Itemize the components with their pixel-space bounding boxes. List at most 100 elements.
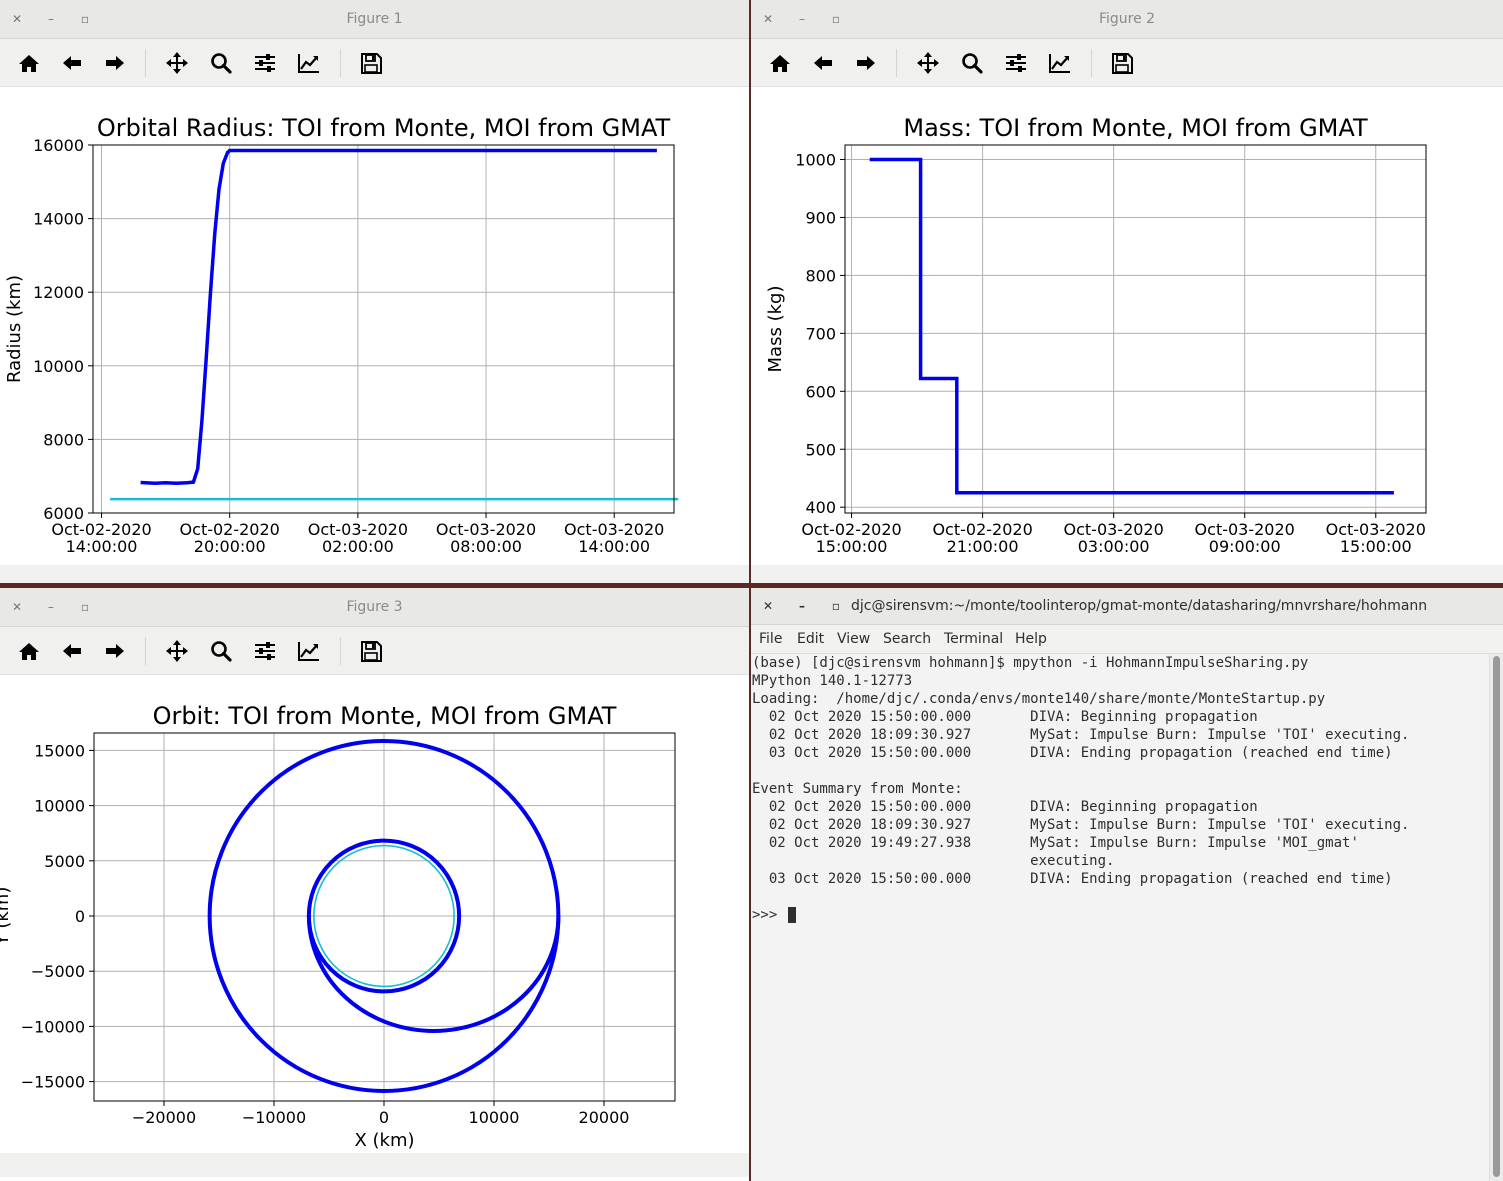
toolbar-separator	[340, 49, 341, 77]
close-icon[interactable]: ✕	[762, 599, 774, 613]
zoom-button[interactable]	[208, 639, 234, 663]
y-tick-label: 5000	[44, 852, 85, 871]
home-icon	[19, 643, 39, 660]
x-axis-label: X (km)	[354, 1130, 414, 1151]
edit-axis-button[interactable]	[296, 639, 322, 663]
menu-help[interactable]: Help	[1015, 631, 1047, 647]
pan-button[interactable]	[164, 51, 190, 75]
edit-axis-button[interactable]	[296, 51, 322, 75]
back-arrow-button[interactable]	[59, 51, 85, 75]
y-tick-label: 6000	[43, 504, 84, 523]
figure-3-toolbar	[0, 627, 749, 675]
zoom-button[interactable]	[208, 51, 234, 75]
save-button[interactable]	[358, 639, 384, 663]
terminal-cursor[interactable]	[788, 907, 796, 923]
axes-frame	[844, 144, 1427, 514]
figure-3-statusbar	[0, 1153, 749, 1177]
forward-arrow-button[interactable]	[853, 51, 879, 75]
configure-subplots-button[interactable]	[252, 51, 278, 75]
maximize-icon[interactable]: ▫	[831, 599, 841, 613]
axes-frame	[93, 732, 676, 1102]
menu-search[interactable]: Search	[883, 631, 932, 647]
configure-subplots-icon	[1006, 54, 1026, 72]
configure-subplots-icon	[255, 642, 275, 660]
zoom-icon	[211, 641, 232, 662]
chart-title: Mass: TOI from Monte, MOI from GMAT	[903, 114, 1368, 142]
save-icon	[1112, 53, 1133, 74]
x-tick-label: −10000	[242, 1108, 306, 1127]
edit-axis-icon	[298, 642, 319, 661]
figure-3-titlebar[interactable]: ✕ – ▫ Figure 3	[0, 588, 749, 627]
x-tick-label: Oct-03-2020	[308, 520, 408, 539]
x-tick-label: Oct-02-2020	[51, 520, 151, 539]
minimize-icon[interactable]: –	[799, 12, 805, 26]
y-tick-label: −10000	[21, 1017, 85, 1036]
minimize-icon[interactable]: –	[48, 600, 54, 614]
back-arrow-icon	[63, 644, 81, 658]
configure-subplots-button[interactable]	[252, 639, 278, 663]
configure-subplots-icon	[255, 54, 275, 72]
minimize-icon[interactable]: –	[799, 599, 805, 613]
window-title: Figure 1	[346, 11, 403, 27]
terminal-titlebar[interactable]: ✕ – ▫ djc@sirensvm:~/monte/toolinterop/g…	[751, 588, 1503, 625]
pan-button[interactable]	[164, 639, 190, 663]
x-tick-label: Oct-03-2020	[1195, 520, 1295, 539]
x-tick-label: 03:00:00	[1078, 537, 1150, 556]
minimize-icon[interactable]: –	[48, 12, 54, 26]
terminal-scrollbar[interactable]	[1489, 654, 1503, 1181]
x-tick-label: 14:00:00	[578, 537, 650, 556]
maximize-icon[interactable]: ▫	[80, 12, 90, 26]
menu-edit[interactable]: Edit	[797, 631, 825, 647]
y-tick-label: 900	[805, 208, 836, 227]
configure-subplots-button[interactable]	[1003, 51, 1029, 75]
menu-terminal[interactable]: Terminal	[944, 631, 1004, 647]
y-tick-label: 15000	[34, 741, 85, 760]
menu-file[interactable]: File	[759, 631, 783, 647]
maximize-icon[interactable]: ▫	[831, 12, 841, 26]
zoom-button[interactable]	[959, 51, 985, 75]
back-arrow-button[interactable]	[810, 51, 836, 75]
scrollbar-thumb[interactable]	[1493, 656, 1500, 1177]
pan-button[interactable]	[915, 51, 941, 75]
figure-1-toolbar	[0, 39, 749, 87]
edit-axis-button[interactable]	[1047, 51, 1073, 75]
home-icon	[770, 55, 790, 72]
zoom-icon	[962, 53, 983, 74]
y-tick-label: 12000	[33, 283, 84, 302]
terminal-line: 02 Oct 2020 15:50:00.000 DIVA: Beginning…	[752, 709, 1258, 725]
x-tick-label: 09:00:00	[1209, 537, 1281, 556]
figure-2-titlebar[interactable]: ✕ – ▫ Figure 2	[751, 0, 1503, 39]
forward-arrow-button[interactable]	[102, 639, 128, 663]
close-icon[interactable]: ✕	[762, 12, 774, 26]
home-button[interactable]	[16, 51, 42, 75]
forward-arrow-icon	[106, 56, 124, 70]
figure-2-plot: 4005006007008009001000Oct-02-202015:00:0…	[765, 114, 1427, 565]
figure-1-titlebar[interactable]: ✕ – ▫ Figure 1	[0, 0, 749, 39]
x-tick-label: Oct-03-2020	[436, 520, 536, 539]
toolbar-separator	[340, 637, 341, 665]
close-icon[interactable]: ✕	[11, 12, 23, 26]
x-tick-label: 10000	[469, 1108, 520, 1127]
forward-arrow-button[interactable]	[102, 51, 128, 75]
y-tick-label: 500	[805, 440, 836, 459]
back-arrow-button[interactable]	[59, 639, 85, 663]
save-button[interactable]	[358, 51, 384, 75]
figure-2-toolbar	[751, 39, 1503, 87]
maximize-icon[interactable]: ▫	[80, 600, 90, 614]
menu-view[interactable]: View	[837, 631, 871, 647]
terminal-line: 02 Oct 2020 15:50:00.000 DIVA: Beginning…	[752, 799, 1258, 815]
terminal-line: MPython 140.1-12773	[752, 673, 913, 689]
save-button[interactable]	[1109, 51, 1135, 75]
terminal-line: (base) [djc@sirensvm hohmann]$ mpython -…	[752, 655, 1309, 671]
y-tick-label: 10000	[33, 357, 84, 376]
figure-1-statusbar	[0, 565, 749, 583]
chart-title: Orbital Radius: TOI from Monte, MOI from…	[97, 114, 671, 142]
terminal-line: 02 Oct 2020 18:09:30.927 MySat: Impulse …	[752, 727, 1410, 743]
terminal-line: 02 Oct 2020 18:09:30.927 MySat: Impulse …	[752, 817, 1410, 833]
y-axis-label: Y (km)	[0, 887, 13, 947]
terminal-line: 02 Oct 2020 19:49:27.938 MySat: Impulse …	[752, 835, 1359, 851]
home-button[interactable]	[767, 51, 793, 75]
terminal-output[interactable]: (base) [djc@sirensvm hohmann]$ mpython -…	[751, 654, 1490, 1181]
home-button[interactable]	[16, 639, 42, 663]
close-icon[interactable]: ✕	[11, 600, 23, 614]
